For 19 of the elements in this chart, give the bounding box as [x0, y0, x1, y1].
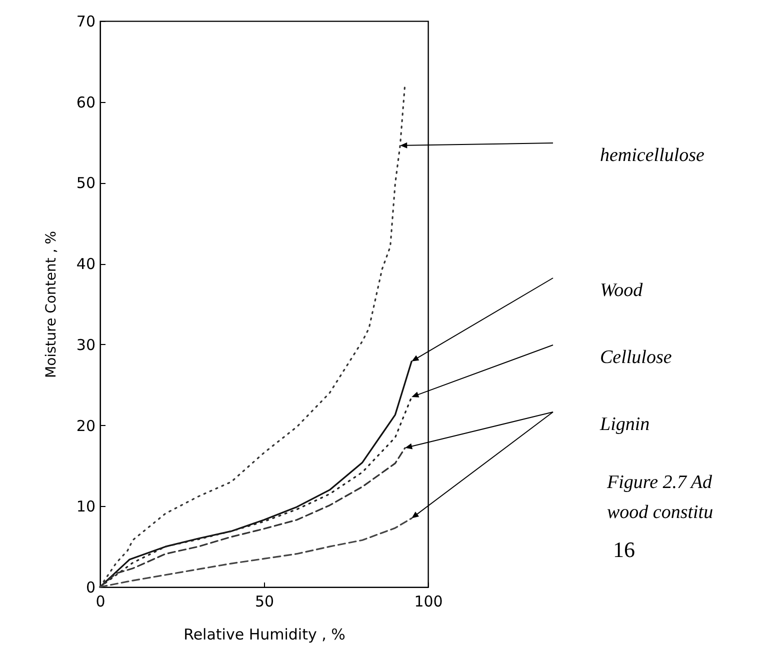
y-tick-label: 50 [76, 174, 96, 192]
y-axis-title: Moisture Content , % [43, 230, 60, 378]
x-tick-label: 100 [414, 592, 443, 610]
y-tick-label: 30 [76, 336, 96, 354]
y-tick-label: 40 [76, 255, 96, 274]
y-tick-label: 60 [76, 93, 96, 112]
text: Wood [600, 280, 644, 301]
text: Lignin [599, 414, 650, 435]
x-tick-label: 50 [254, 592, 274, 610]
text: Cellulose [600, 347, 672, 368]
text: hemicellulose [600, 145, 704, 166]
y-tick-label: 0 [86, 578, 96, 596]
caption: Figure 2.7 Ad [606, 472, 713, 493]
y-tick-label: 70 [76, 12, 96, 30]
text: 16 [613, 537, 635, 562]
y-tick-label: 10 [76, 498, 96, 516]
x-axis-title: Relative Humidity , % [184, 626, 346, 644]
text: wood constitu [607, 502, 714, 523]
y-tick-label: 20 [76, 416, 96, 435]
